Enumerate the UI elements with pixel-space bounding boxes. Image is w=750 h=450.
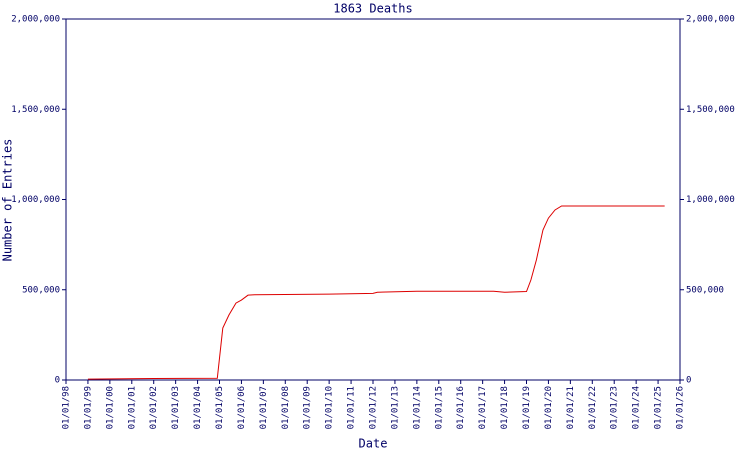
x-tick-label: 01/01/26 — [676, 386, 686, 429]
x-tick-label: 01/01/12 — [369, 386, 379, 429]
x-tick-label: 01/01/07 — [259, 386, 269, 429]
x-tick-label: 01/01/21 — [566, 386, 576, 429]
x-tick-label: 01/01/23 — [610, 386, 620, 429]
x-tick-label: 01/01/25 — [654, 386, 664, 429]
y-tick-label: 500,000 — [22, 285, 60, 295]
y-tick-label: 0 — [55, 376, 60, 386]
x-tick-label: 01/01/98 — [62, 386, 72, 429]
x-tick-label: 01/01/11 — [347, 386, 357, 429]
x-tick-label: 01/01/13 — [390, 386, 400, 429]
y2-tick-label: 500,000 — [686, 285, 724, 295]
x-tick-label: 01/01/05 — [215, 386, 225, 429]
x-tick-label: 01/01/17 — [478, 386, 488, 429]
y-tick-label: 1,000,000 — [11, 195, 60, 205]
x-tick-label: 01/01/14 — [412, 386, 422, 429]
x-tick-label: 01/01/20 — [544, 386, 554, 429]
y2-tick-label: 0 — [686, 376, 691, 386]
x-tick-label: 01/01/06 — [237, 386, 247, 429]
y-tick-label: 1,500,000 — [11, 105, 60, 115]
x-tick-label: 01/01/19 — [522, 386, 532, 429]
x-axis-label: Date — [359, 437, 388, 450]
y2-tick-label: 1,000,000 — [686, 195, 735, 205]
x-tick-label: 01/01/18 — [500, 386, 510, 429]
x-tick-label: 01/01/01 — [127, 386, 137, 429]
y2-tick-label: 2,000,000 — [686, 15, 735, 25]
y-axis-label: Number of Entries — [1, 139, 15, 262]
data-line — [87, 205, 665, 380]
x-tick-label: 01/01/15 — [434, 386, 444, 429]
x-tick-label: 01/01/10 — [325, 386, 335, 429]
y2-tick-label: 1,500,000 — [686, 105, 735, 115]
x-tick-label: 01/01/04 — [193, 386, 203, 429]
x-tick-label: 01/01/09 — [303, 386, 313, 429]
x-tick-label: 01/01/24 — [632, 386, 642, 429]
x-tick-label: 01/01/16 — [456, 386, 466, 429]
x-tick-label: 01/01/99 — [83, 386, 93, 429]
x-tick-label: 01/01/08 — [281, 386, 291, 429]
y-tick-label: 2,000,000 — [11, 15, 60, 25]
x-tick-label: 01/01/03 — [171, 386, 181, 429]
chart-title: 1863 Deaths — [333, 2, 412, 16]
plot-frame — [65, 18, 681, 381]
x-tick-label: 01/01/22 — [588, 386, 598, 429]
x-tick-label: 01/01/00 — [105, 386, 115, 429]
x-tick-label: 01/01/02 — [149, 386, 159, 429]
